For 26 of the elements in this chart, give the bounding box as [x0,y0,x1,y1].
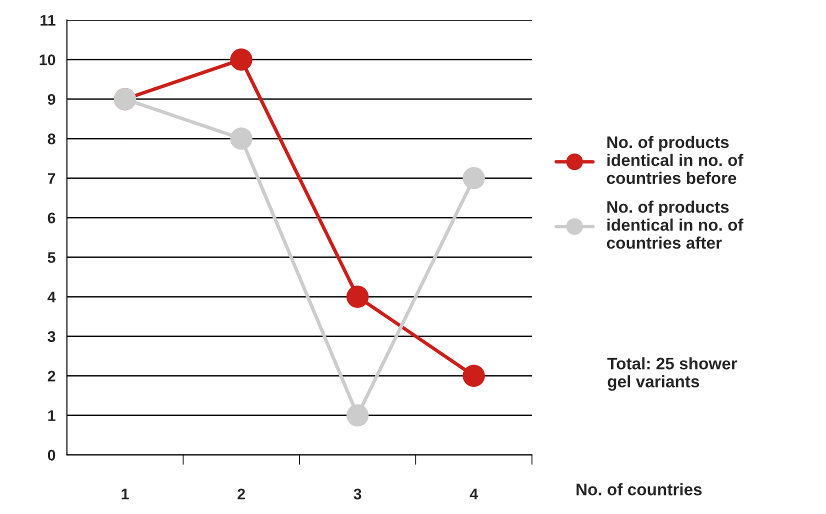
y-tick-label: 5 [48,252,56,263]
y-tick-label: 11 [40,15,56,26]
y-tick-label: 9 [48,94,56,105]
x-axis-title: No. of countries [576,483,702,496]
point [230,128,252,150]
legend-label: No. of products identical in no. of countries after [606,200,744,249]
y-tick-label: 6 [48,212,56,224]
point [230,48,252,71]
point [346,286,369,308]
point [462,167,485,190]
x-tick-label: 3 [354,488,362,500]
point [462,364,485,387]
x-tick-label: 2 [238,488,245,500]
text: Total: 25 shower gel variants [607,357,738,391]
y-tick-label: 8 [48,134,56,144]
y-tick-label: 7 [48,173,56,184]
y-tick-label: 0 [48,450,56,461]
legend-label: No. of products identical in no. of countries before [606,136,744,184]
y-tick-label: 1 [48,410,56,421]
y-tick-label: 10 [40,54,56,66]
x-tick-label: 1 [122,488,129,500]
y-tick-label: 3 [48,331,56,342]
y-tick-label: 2 [48,370,56,382]
x-tick-label: 4 [470,488,478,500]
y-tick-label: 4 [48,292,56,302]
point [346,404,369,426]
